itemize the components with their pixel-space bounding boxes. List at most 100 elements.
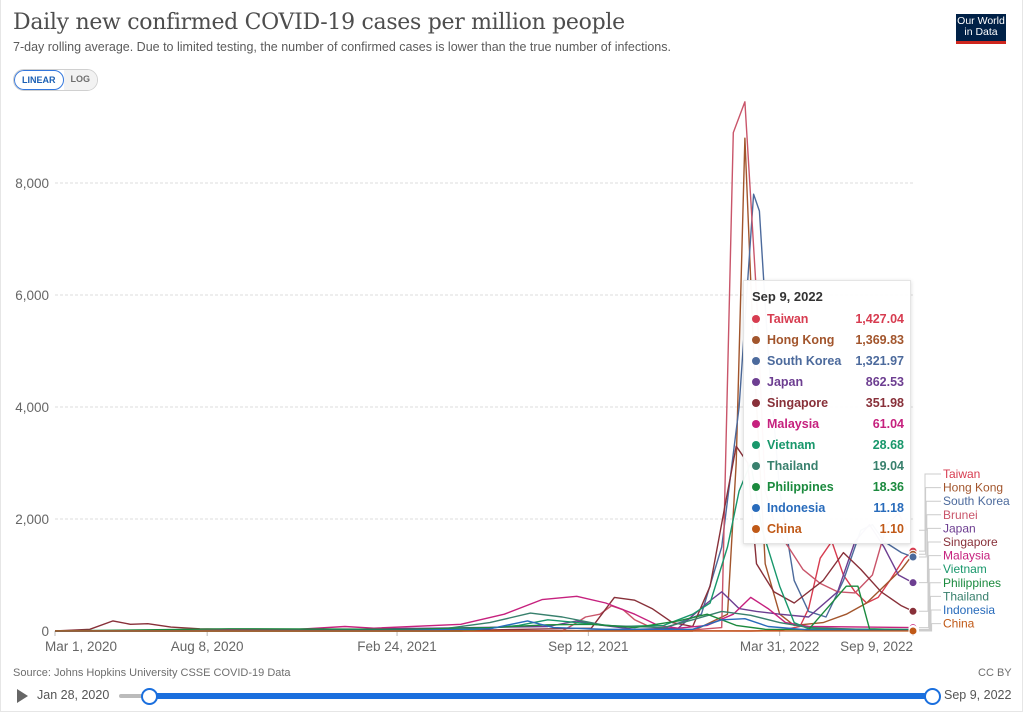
legend-connector bbox=[919, 623, 941, 632]
tooltip-country: South Korea bbox=[767, 354, 842, 368]
scale-toggle: LINEAR LOG bbox=[13, 69, 98, 91]
series-line-vietnam bbox=[55, 462, 914, 632]
license-link[interactable]: CC BY bbox=[978, 667, 1012, 679]
end-dot-south-korea bbox=[908, 552, 918, 562]
legend-label-brunei[interactable]: Brunei bbox=[943, 508, 978, 522]
tooltip-date: Sep 9, 2022 bbox=[752, 289, 823, 304]
legend-label-malaysia[interactable]: Malaysia bbox=[943, 549, 991, 563]
y-axis: 0 2,000 4,000 6,000 8,000 bbox=[15, 176, 49, 639]
series-color-dot bbox=[752, 504, 760, 512]
tooltip-country: Philippines bbox=[767, 480, 834, 494]
series-color-dot bbox=[752, 378, 760, 386]
tooltip-value: 11.18 bbox=[873, 501, 904, 515]
series-color-dot bbox=[752, 399, 760, 407]
legend-connector bbox=[919, 541, 941, 612]
tooltip-value: 61.04 bbox=[872, 417, 904, 431]
timeline: Jan 28, 2020 Sep 9, 2022 bbox=[0, 684, 1023, 708]
play-icon[interactable] bbox=[17, 689, 28, 703]
tooltip-row: China 1.10 bbox=[752, 519, 904, 539]
logo-line-2: in Data bbox=[964, 26, 998, 38]
series-color-dot bbox=[752, 336, 760, 344]
legend-label-china[interactable]: China bbox=[943, 617, 975, 631]
legend-connector bbox=[919, 473, 941, 552]
tooltip-country: Vietnam bbox=[767, 438, 816, 452]
x-tick-label: Mar 31, 2022 bbox=[740, 639, 820, 654]
y-tick-label: 8,000 bbox=[15, 176, 49, 191]
legend-connector bbox=[919, 595, 941, 631]
tooltip-row: Taiwan 1,427.04 bbox=[752, 309, 904, 329]
tooltip-country: Malaysia bbox=[767, 417, 820, 431]
tooltip-country: Hong Kong bbox=[767, 333, 835, 347]
tooltip-country: Singapore bbox=[767, 396, 829, 410]
tooltip-row: South Korea 1,321.97 bbox=[752, 351, 904, 371]
y-tick-label: 4,000 bbox=[15, 400, 49, 415]
tooltip-value: 1,369.83 bbox=[855, 333, 904, 347]
legend-label-thailand[interactable]: Thailand bbox=[943, 589, 989, 603]
x-tick-label: Aug 8, 2020 bbox=[171, 639, 244, 654]
tooltip-country: Thailand bbox=[767, 459, 819, 473]
legend-connector bbox=[919, 527, 941, 584]
chart-subtitle: 7-day rolling average. Due to limited te… bbox=[13, 40, 671, 54]
legend-connector bbox=[919, 514, 941, 531]
linear-scale-button[interactable]: LINEAR bbox=[14, 70, 64, 90]
tooltip-value: 28.68 bbox=[872, 438, 904, 452]
timeline-end-handle[interactable] bbox=[924, 688, 941, 705]
legend-connector bbox=[919, 609, 941, 631]
series-color-dot bbox=[752, 462, 760, 470]
x-tick-label: Feb 24, 2021 bbox=[357, 639, 437, 654]
series-line-indonesia bbox=[54, 618, 914, 632]
series-color-dot bbox=[752, 483, 760, 491]
tooltip-country: Taiwan bbox=[767, 312, 809, 326]
series-color-dot bbox=[752, 441, 760, 449]
series-line-malaysia bbox=[54, 595, 914, 632]
series-color-dot bbox=[752, 420, 760, 428]
legend-label-philippines[interactable]: Philippines bbox=[943, 576, 1001, 590]
chart-title: Daily new confirmed COVID-19 cases per m… bbox=[13, 10, 625, 35]
tooltip-country: Indonesia bbox=[767, 501, 826, 515]
end-dot-singapore bbox=[908, 606, 918, 616]
legend-connector bbox=[919, 555, 941, 629]
tooltip-value: 19.04 bbox=[872, 459, 904, 473]
x-tick-label: Sep 9, 2022 bbox=[840, 639, 913, 654]
end-dot-china bbox=[908, 626, 918, 636]
tooltip-row: Singapore 351.98 bbox=[752, 393, 904, 413]
legend-label-vietnam[interactable]: Vietnam bbox=[943, 562, 987, 576]
tooltip-country: China bbox=[767, 522, 802, 536]
series-line-brunei bbox=[55, 101, 908, 632]
owid-logo[interactable]: Our World in Data bbox=[956, 14, 1006, 44]
legend-label-south-korea[interactable]: South Korea bbox=[943, 494, 1010, 508]
y-tick-label: 2,000 bbox=[15, 512, 49, 527]
series-line-singapore bbox=[54, 445, 914, 632]
timeline-start-handle[interactable] bbox=[141, 688, 159, 705]
timeline-selected-range[interactable] bbox=[147, 693, 930, 699]
tooltip-row: Indonesia 11.18 bbox=[752, 498, 904, 518]
tooltip-value: 1,321.97 bbox=[855, 354, 904, 368]
timeline-start-label: Jan 28, 2020 bbox=[37, 688, 110, 702]
x-tick-label: Mar 1, 2020 bbox=[45, 639, 117, 654]
series-line-thailand bbox=[54, 610, 914, 632]
tooltip-value: 1,427.04 bbox=[855, 312, 904, 326]
legend-label-singapore[interactable]: Singapore bbox=[943, 535, 998, 549]
legend-label-taiwan[interactable]: Taiwan bbox=[943, 467, 980, 481]
end-dot-japan bbox=[908, 578, 918, 588]
series-color-dot bbox=[752, 357, 760, 365]
tooltip-country: Japan bbox=[767, 375, 804, 389]
legend-label-hong-kong[interactable]: Hong Kong bbox=[943, 481, 1003, 495]
tooltip-row: Japan 862.53 bbox=[752, 372, 904, 392]
x-tick-label: Sep 12, 2021 bbox=[548, 639, 628, 654]
tooltip-value: 18.36 bbox=[872, 480, 904, 494]
line-chart[interactable]: 0 2,000 4,000 6,000 8,000 Mar 1, 2020 Aug 8, … bbox=[0, 90, 1023, 660]
tooltip-value: 862.53 bbox=[865, 375, 904, 389]
legend-label-japan[interactable]: Japan bbox=[943, 521, 976, 535]
tooltip: Sep 9, 2022 Taiwan 1,427.04 Hong Kong 1,369… bbox=[743, 280, 911, 544]
legend-label-indonesia[interactable]: Indonesia bbox=[943, 603, 995, 617]
source-note[interactable]: Source: Johns Hopkins University CSSE CO… bbox=[13, 667, 291, 679]
tooltip-row: Vietnam 28.68 bbox=[752, 435, 904, 455]
series-line-philippines bbox=[54, 585, 914, 632]
legend-connector bbox=[919, 487, 941, 555]
legend-connector bbox=[919, 568, 941, 630]
series-color-dot bbox=[752, 525, 760, 533]
x-axis: Mar 1, 2020 Aug 8, 2020 Feb 24, 2021 Sep 12… bbox=[45, 631, 914, 654]
log-scale-button[interactable]: LOG bbox=[63, 70, 97, 90]
